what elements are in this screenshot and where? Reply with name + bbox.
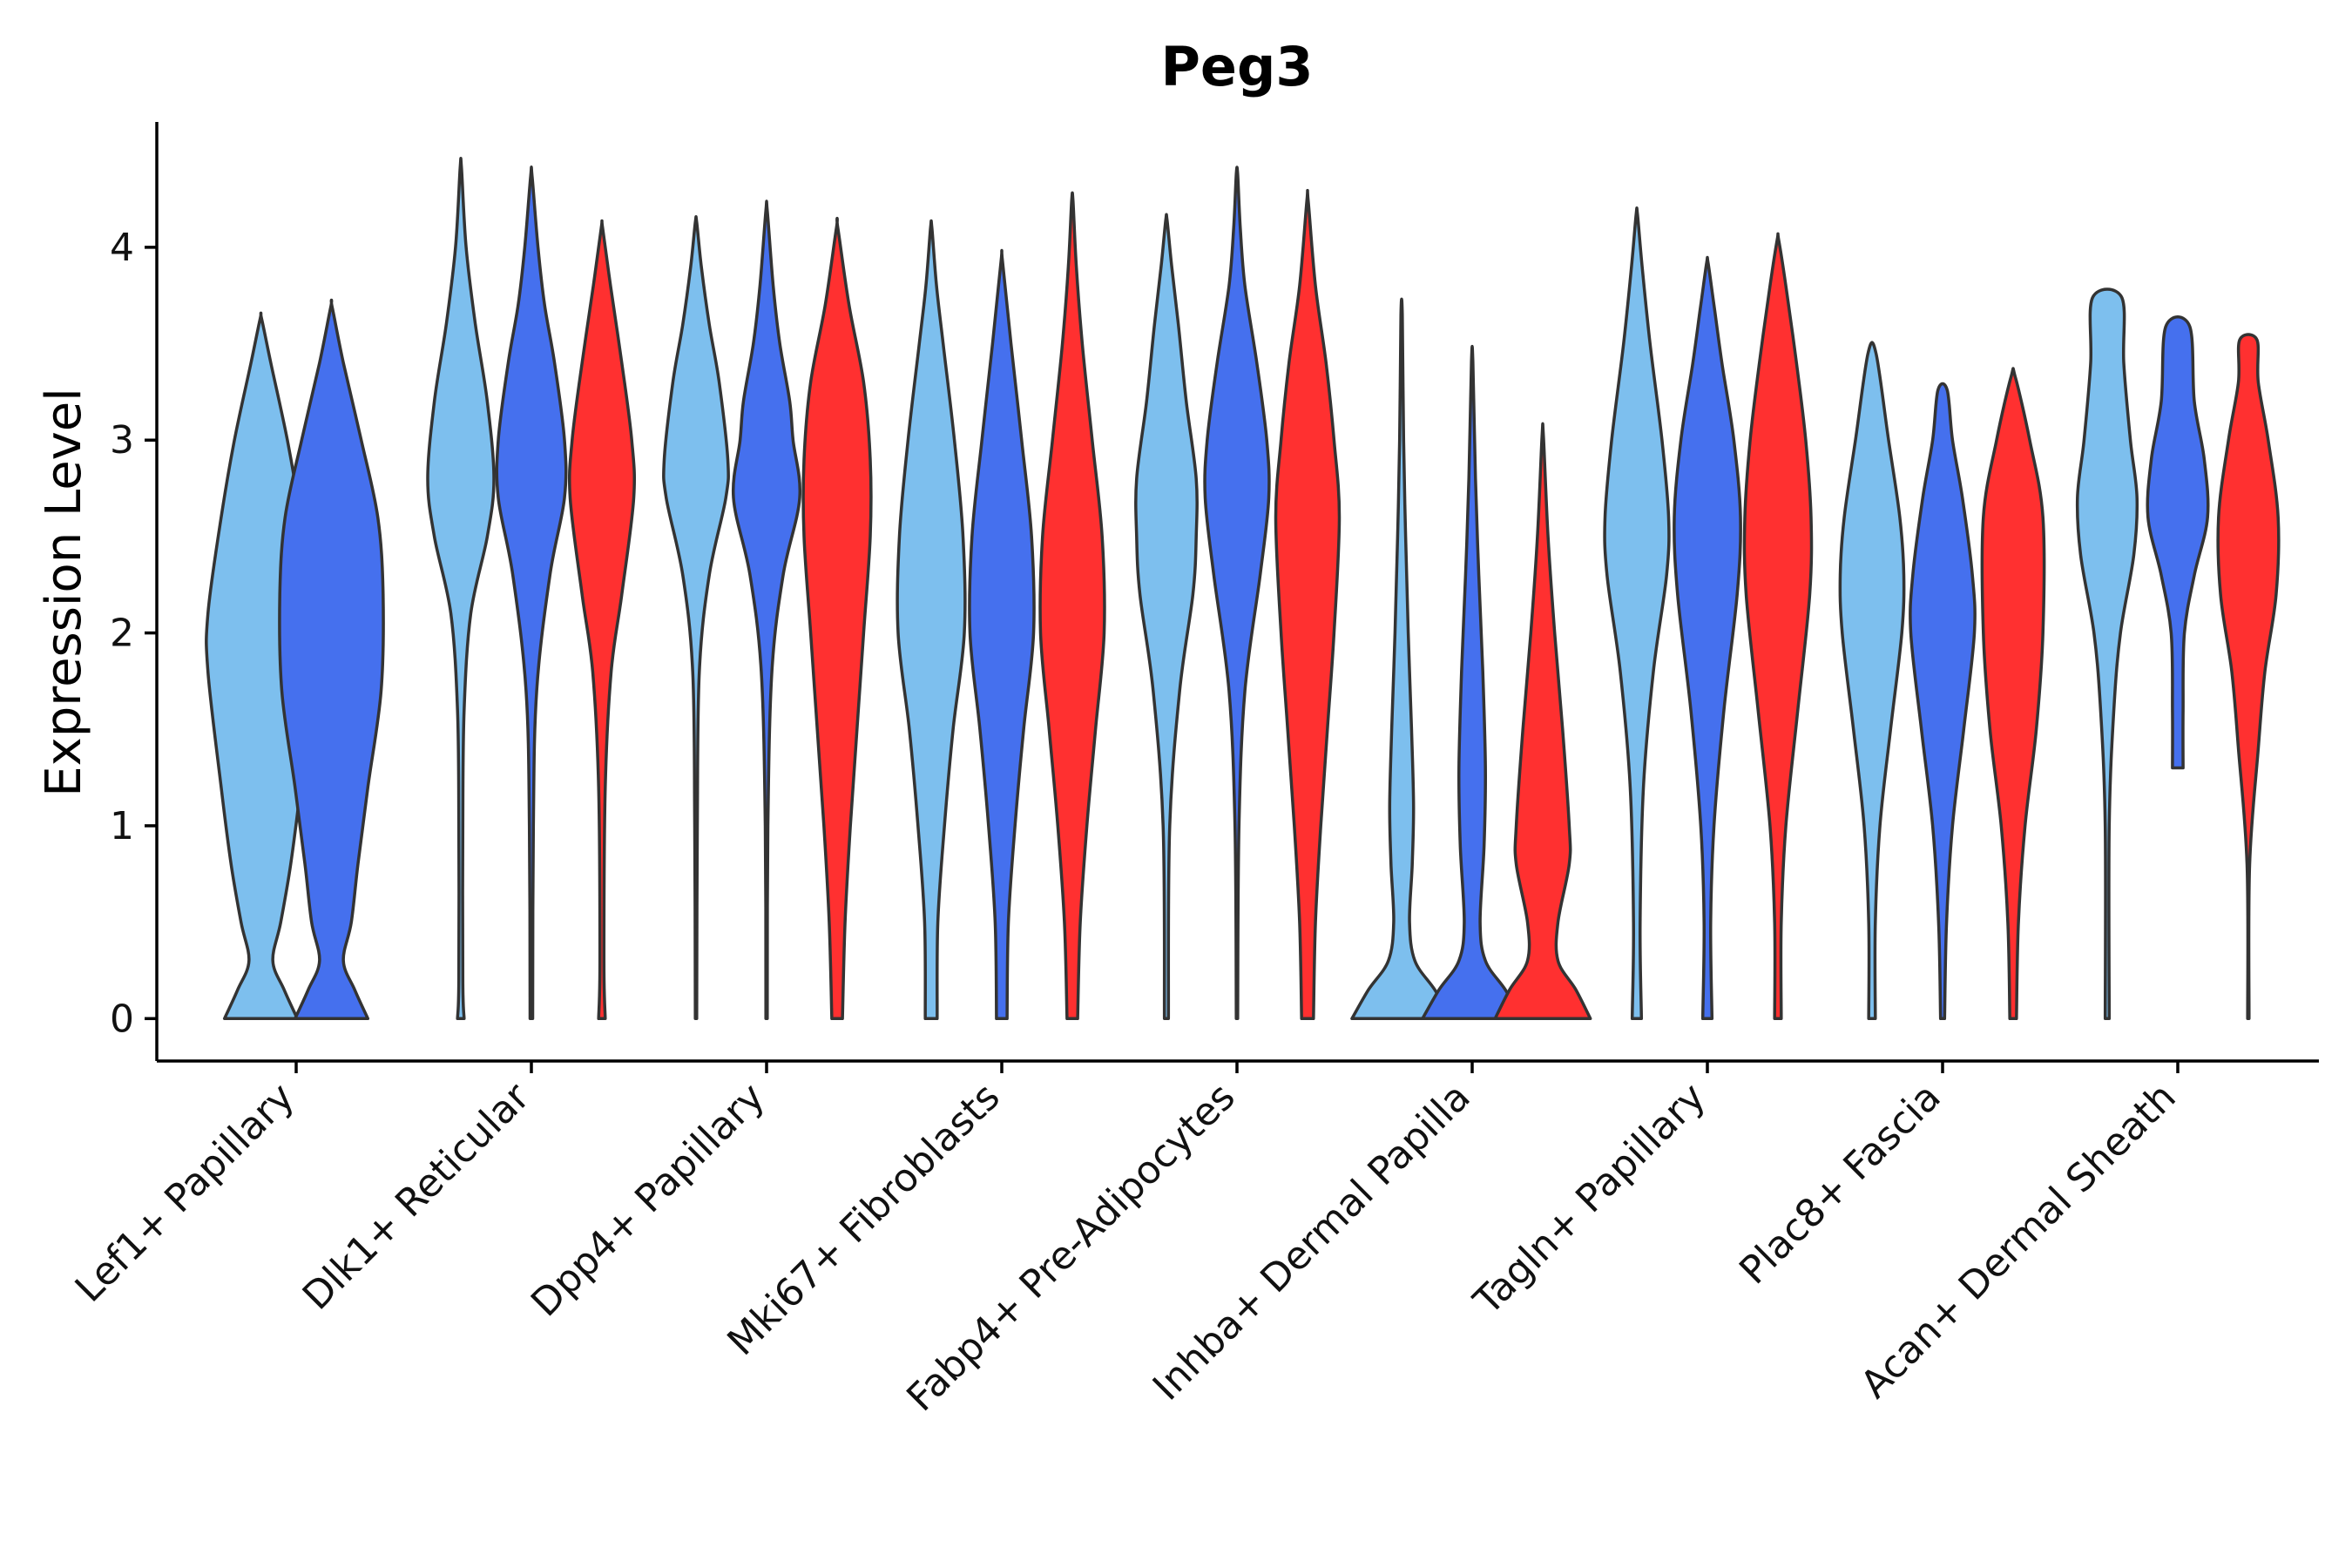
violin-dlk1-reticular-blue bbox=[495, 165, 568, 1021]
violin-lef1-papillary-blue bbox=[278, 298, 385, 1021]
violin-fabp4-pre-adipocytes-red bbox=[1274, 188, 1342, 1021]
violin-acan-dermal-sheath-red bbox=[2216, 333, 2281, 1021]
violin-tagln-papillary-light-blue bbox=[1603, 206, 1671, 1021]
y-tick-label: 3 bbox=[110, 418, 134, 463]
violin-mki67-fibroblasts-red bbox=[1038, 191, 1106, 1021]
y-axis: 0 1 2 3 4 bbox=[110, 122, 159, 1061]
violin-fabp4-pre-adipocytes-blue bbox=[1203, 166, 1271, 1021]
violin-dpp4-papillary-blue bbox=[731, 199, 802, 1021]
violin-mki67-fibroblasts-light-blue bbox=[896, 219, 967, 1021]
violin-inhba-dermal-papilla-red bbox=[1493, 422, 1592, 1021]
violin-tagln-papillary-red bbox=[1742, 232, 1814, 1021]
y-tick-label: 4 bbox=[110, 226, 134, 270]
y-axis-label: Expression Level bbox=[36, 388, 92, 797]
chart-title: Peg3 bbox=[1160, 35, 1313, 98]
violin-tagln-papillary-blue bbox=[1673, 255, 1742, 1021]
violin-fabp4-pre-adipocytes-light-blue bbox=[1134, 213, 1199, 1021]
x-tick-label: Tagln+ Papillary bbox=[1465, 1075, 1714, 1324]
violin-lef1-papillary-light-blue bbox=[205, 311, 317, 1021]
y-tick-label: 0 bbox=[110, 997, 134, 1041]
x-tick-label: Lef1+ Papillary bbox=[67, 1075, 303, 1311]
violin-acan-dermal-sheath-light-blue bbox=[2075, 287, 2139, 1021]
violin-acan-dermal-sheath-blue bbox=[2146, 315, 2210, 770]
x-tick-label: Plac8+ Fascia bbox=[1731, 1075, 1950, 1294]
violin-plac8-fascia-light-blue bbox=[1838, 341, 1906, 1021]
x-tick-label: Dlk1+ Reticular bbox=[294, 1074, 539, 1319]
violin-dlk1-reticular-red bbox=[567, 219, 637, 1021]
violin-plac8-fascia-red bbox=[1980, 367, 2046, 1021]
violin-mki67-fibroblasts-blue bbox=[968, 248, 1036, 1021]
y-tick-label: 1 bbox=[110, 804, 134, 848]
x-tick-label: Dpp4+ Papillary bbox=[523, 1075, 774, 1326]
violin-inhba-dermal-papilla-blue bbox=[1421, 344, 1524, 1021]
violin-inhba-dermal-papilla-light-blue bbox=[1350, 297, 1453, 1021]
violin-dpp4-papillary-light-blue bbox=[662, 214, 730, 1021]
violin-dpp4-papillary-red bbox=[801, 216, 873, 1021]
violin-dlk1-reticular-light-blue bbox=[426, 157, 496, 1021]
violin-plac8-fascia-blue bbox=[1909, 382, 1977, 1021]
y-tick-label: 2 bbox=[110, 612, 134, 656]
violins-group bbox=[205, 157, 2281, 1021]
